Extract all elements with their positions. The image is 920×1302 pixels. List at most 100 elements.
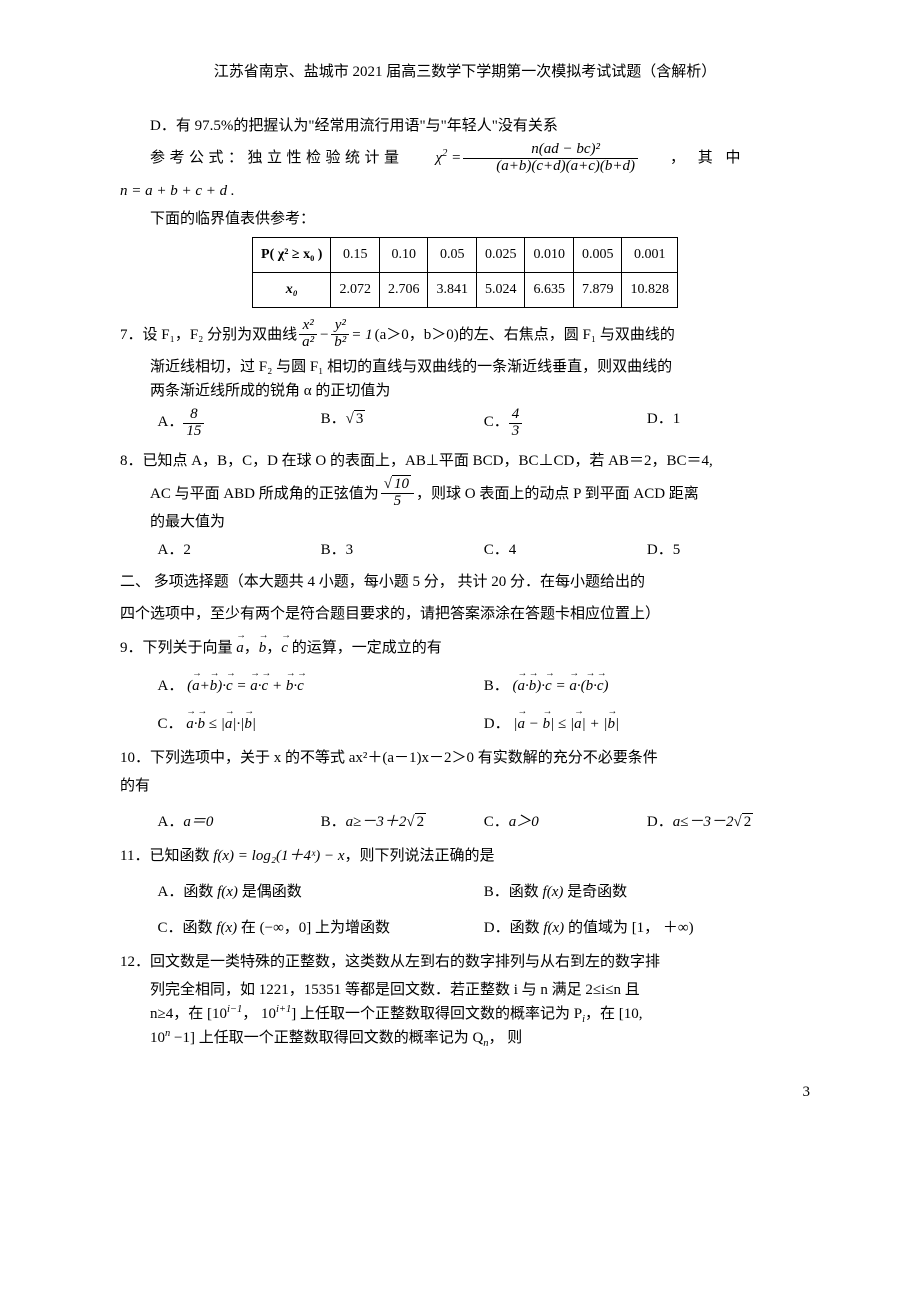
q11-option-c: C．函数 f(x) 在 (−∞，0] 上为增函数 xyxy=(158,916,484,940)
q12-l3s2: i+1 xyxy=(276,1004,291,1015)
q11-stem-lead: 11．已知函数 xyxy=(120,848,213,864)
q9-c-expr: a·b ≤ |a|·|b| xyxy=(186,716,256,732)
q9-label-b: B． xyxy=(484,674,509,698)
q7-stem-line3: 两条渐近线所成的锐角 α 的正切值为 xyxy=(150,379,810,403)
q7-c-den: 3 xyxy=(509,424,523,440)
q8-option-d: D．5 xyxy=(647,538,810,562)
table-cell: 0.05 xyxy=(428,237,477,272)
q7-label-d: D． xyxy=(647,407,673,431)
q9b-r1: ·( xyxy=(577,678,586,694)
q7-stem-prefix: 7．设 F₁，F₂ 分别为双曲线 xyxy=(120,323,297,347)
table-cell: 2.072 xyxy=(331,272,380,307)
q8-options: A．2 B．3 C．4 D．5 xyxy=(158,538,811,562)
q9-stem-m2: ， xyxy=(266,640,281,656)
q10-stem-line1: 10．下列选项中，关于 x 的不等式 ax²＋(a－1)x－2＞0 有实数解的充… xyxy=(120,746,810,770)
table-header-x0: x₀ xyxy=(253,272,331,307)
section2-line2: 四个选项中，至少有两个是符合题目要求的，请把答案添涂在答题卡相应位置上） xyxy=(120,602,810,626)
q9a-r2: + xyxy=(268,678,286,694)
q9-options-row2: C． a·b ≤ |a|·|b| D． |a − b| ≤ |a| + |b| xyxy=(158,712,811,736)
q9-label-d: D． xyxy=(484,712,510,736)
q6-ref-where: ， 其 中 xyxy=(640,146,745,170)
q9-label-a: A． xyxy=(158,674,184,698)
q9-option-b: B． (a·b)·c = a·(b·c) xyxy=(484,674,810,698)
q7-frac-y: y²b² xyxy=(331,318,349,351)
q11-d-lead: 函数 xyxy=(510,920,544,936)
q10-d-lead: a≤－3－2 xyxy=(673,814,734,830)
q6-option-d: D．有 97.5%的把握认为"经常用流行用语"与"年轻人"没有关系 xyxy=(120,114,810,138)
q12-l4a: 10 xyxy=(150,1030,165,1046)
q12-l4b: −1] 上任取一个正整数取得回文数的概率记为 Q xyxy=(170,1030,483,1046)
q12-stem-line3: n≥4，在 [10i−1， 10i+1] 上任取一个正整数取得回文数的概率记为 … xyxy=(150,1002,810,1026)
q11-b-tail: 是奇函数 xyxy=(563,884,627,900)
q8-option-a: A．2 xyxy=(158,538,321,562)
q6-reference-formula-line: 参考公式：独立性检验统计量 χ2 = n(ad − bc)² (a+b)(c+d… xyxy=(120,142,810,175)
q6-chi2-fraction: n(ad − bc)² (a+b)(c+d)(a+c)(b+d) xyxy=(463,142,638,175)
table-cell: 6.635 xyxy=(525,272,574,307)
table-row: x₀ 2.072 2.706 3.841 5.024 6.635 7.879 1… xyxy=(253,272,678,307)
q8-sin-num: √10 xyxy=(381,477,414,494)
q11-d-fx: f(x) xyxy=(543,920,564,936)
table-row: P( χ² ≥ x₀ ) 0.15 0.10 0.05 0.025 0.010 … xyxy=(253,237,678,272)
q7-frac-y-den: b² xyxy=(331,335,349,351)
q12-stem-line1: 12．回文数是一类特殊的正整数，这类数从左到右的数字排列与从右到左的数字排 xyxy=(120,950,810,974)
table-header-p: P( χ² ≥ x₀ ) xyxy=(253,237,331,272)
q12-l3d: ，在 [10, xyxy=(585,1006,643,1022)
q9-label-c: C． xyxy=(158,712,183,736)
q8-label-b: B． xyxy=(321,538,346,562)
table-cell: 2.706 xyxy=(379,272,428,307)
q7-label-a: A． xyxy=(158,410,184,434)
q10-stem-line2: 的有 xyxy=(120,774,810,798)
q8-b-val: 3 xyxy=(346,542,354,558)
q11-label-c: C． xyxy=(158,916,183,940)
q9-stem-m1: ， xyxy=(244,640,259,656)
q11-stem: 11．已知函数 f(x) = log₂(1＋4ˣ) − x，则下列说法正确的是 xyxy=(120,844,810,868)
q9-option-c: C． a·b ≤ |a|·|b| xyxy=(158,712,484,736)
q8-sin-den: 5 xyxy=(381,494,414,510)
q11-b-fx: f(x) xyxy=(543,884,564,900)
q9-stem: 9．下列关于向量 a，b，c 的运算，一定成立的有 xyxy=(120,636,810,660)
q10-option-c: C．a＞0 xyxy=(484,810,647,834)
q9-a-expr: (a+b)·c = a·c + b·c xyxy=(187,678,304,694)
q11-stem-tail: ，则下列说法正确的是 xyxy=(345,848,495,864)
q6-n-def: n = a + b + c + d . xyxy=(120,179,810,203)
q9d-b6: | xyxy=(615,716,619,732)
document-header: 江苏省南京、盐城市 2021 届高三数学下学期第一次模拟考试试题（含解析） xyxy=(120,60,810,84)
q9a-p3: )· xyxy=(217,678,226,694)
q7-frac-x: x²a² xyxy=(299,318,317,351)
q6-chi2: χ2 = xyxy=(406,146,462,170)
q9b-eq: = xyxy=(552,678,570,694)
q8-stem-line3: 的最大值为 xyxy=(150,510,810,534)
q9a-eq: = xyxy=(233,678,251,694)
q9c-b4: | xyxy=(252,716,256,732)
q10-label-d: D． xyxy=(647,810,673,834)
q8-label-d: D． xyxy=(647,538,673,562)
q8-stem-line1: 8．已知点 A，B，C，D 在球 O 的表面上，AB⊥平面 BCD，BC⊥CD，… xyxy=(120,449,810,473)
q7-frac-x-num: x² xyxy=(299,318,317,335)
q11-c-lead: 函数 xyxy=(183,920,217,936)
q8-option-c: C．4 xyxy=(484,538,647,562)
q8-label-c: C． xyxy=(484,538,509,562)
q11-option-d: D．函数 f(x) 的值域为 [1， ＋∞) xyxy=(484,916,810,940)
q7-a-den: 15 xyxy=(183,424,204,440)
q12-l3b: ， 10 xyxy=(242,1006,276,1022)
q7-minus: − xyxy=(319,323,329,347)
q9-d-expr: |a − b| ≤ |a| + |b| xyxy=(513,716,619,732)
q11-label-a: A． xyxy=(158,880,184,904)
q11-label-b: B． xyxy=(484,880,509,904)
q9-option-d: D． |a − b| ≤ |a| + |b| xyxy=(484,712,810,736)
q8-label-a: A． xyxy=(158,538,184,562)
q10-c-val: a＞0 xyxy=(509,814,539,830)
q7-option-d: D．1 xyxy=(647,407,810,440)
q7-options: A．815 B．√3 C．43 D．1 xyxy=(158,407,811,440)
q7-stem-line1: 7．设 F₁，F₂ 分别为双曲线 x²a² − y²b² = 1 (a＞0，b＞… xyxy=(120,318,810,351)
q11-a-tail: 是偶函数 xyxy=(238,884,302,900)
q7-c-num: 4 xyxy=(509,407,523,424)
q7-frac-x-den: a² xyxy=(299,335,317,351)
q6-chi2-den: (a+b)(c+d)(a+c)(b+d) xyxy=(463,159,638,175)
q6-chi2-num: n(ad − bc)² xyxy=(463,142,638,159)
page-number: 3 xyxy=(120,1080,810,1104)
q10-b-lead: a≥－3＋2 xyxy=(346,814,407,830)
q11-option-b: B．函数 f(x) 是奇函数 xyxy=(484,880,810,904)
q7-label-b: B． xyxy=(321,407,346,431)
q12-l4c: ， 则 xyxy=(489,1030,523,1046)
